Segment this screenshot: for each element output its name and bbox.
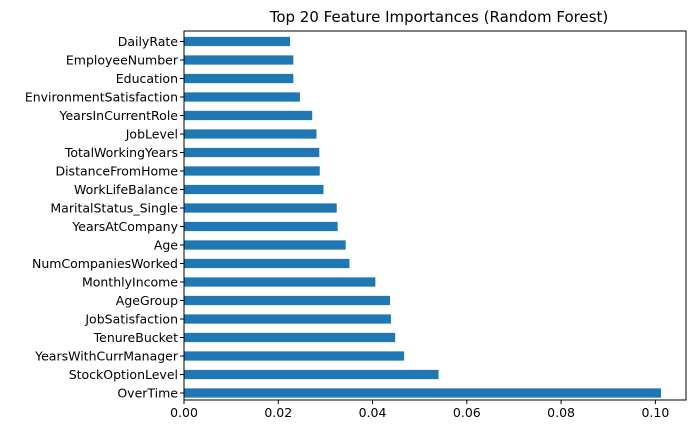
y-tick-label: DailyRate [118,34,179,49]
x-tick-label: 0.06 [453,405,481,420]
x-tick-label: 0.00 [170,405,198,420]
bar-OverTime [184,388,662,398]
bar-DistanceFromHome [184,166,320,176]
y-tick-label: JobLevel [125,127,178,142]
y-tick-label: TotalWorkingYears [64,145,178,160]
bar-Age [184,240,346,250]
y-tick-label: YearsWithCurrManager [34,349,179,364]
y-tick-label: MonthlyIncome [82,275,178,290]
x-tick-label: 0.08 [547,405,575,420]
y-tick-label: YearsAtCompany [71,219,178,234]
bar-NumCompaniesWorked [184,258,350,269]
bar-AgeGroup [184,295,390,306]
bar-JobSatisfaction [184,314,391,324]
y-tick-label: Age [154,238,178,253]
y-tick-label: TenureBucket [93,330,178,345]
chart-title: Top 20 Feature Importances (Random Fores… [269,8,609,26]
x-tick-label: 0.04 [359,405,387,420]
y-tick-label: WorkLifeBalance [74,182,178,197]
y-tick-label: MaritalStatus_Single [50,201,178,216]
bar-EnvironmentSatisfaction [184,92,300,102]
bar-JobLevel [184,129,317,139]
bar-StockOptionLevel [184,369,439,380]
y-tick-label: AgeGroup [116,293,178,308]
x-tick-label: 0.10 [641,405,669,420]
y-tick-label: JobSatisfaction [84,312,178,327]
y-tick-label: DistanceFromHome [55,164,178,179]
bar-TenureBucket [184,332,396,343]
y-tick-label: EmployeeNumber [66,53,179,68]
y-axis: DailyRate EmployeeNumber Education Environm… [25,34,184,401]
bar-DailyRate [184,36,291,47]
y-tick-label: Education [116,71,178,86]
bar-YearsWithCurrManager [184,351,405,361]
y-tick-label: NumCompaniesWorked [32,256,178,271]
bar-MaritalStatus_Single [184,203,337,213]
bar-YearsInCurrentRole [184,110,313,121]
bar-MonthlyIncome [184,277,376,287]
bar-EmployeeNumber [184,55,294,65]
y-tick-label: OverTime [117,386,178,401]
plot-frame [183,30,687,401]
bar-Education [184,73,294,84]
y-tick-label: StockOptionLevel [69,367,178,382]
y-tick-label: YearsInCurrentRole [59,108,179,123]
x-tick-label: 0.02 [264,405,292,420]
bar-YearsAtCompany [184,221,338,232]
bar-TotalWorkingYears [184,147,320,158]
y-tick-label: EnvironmentSatisfaction [25,90,178,105]
bars-group [184,36,662,398]
x-axis: 0.00 0.02 0.04 0.06 0.08 0.10 [170,400,669,420]
bar-WorkLifeBalance [184,184,324,195]
